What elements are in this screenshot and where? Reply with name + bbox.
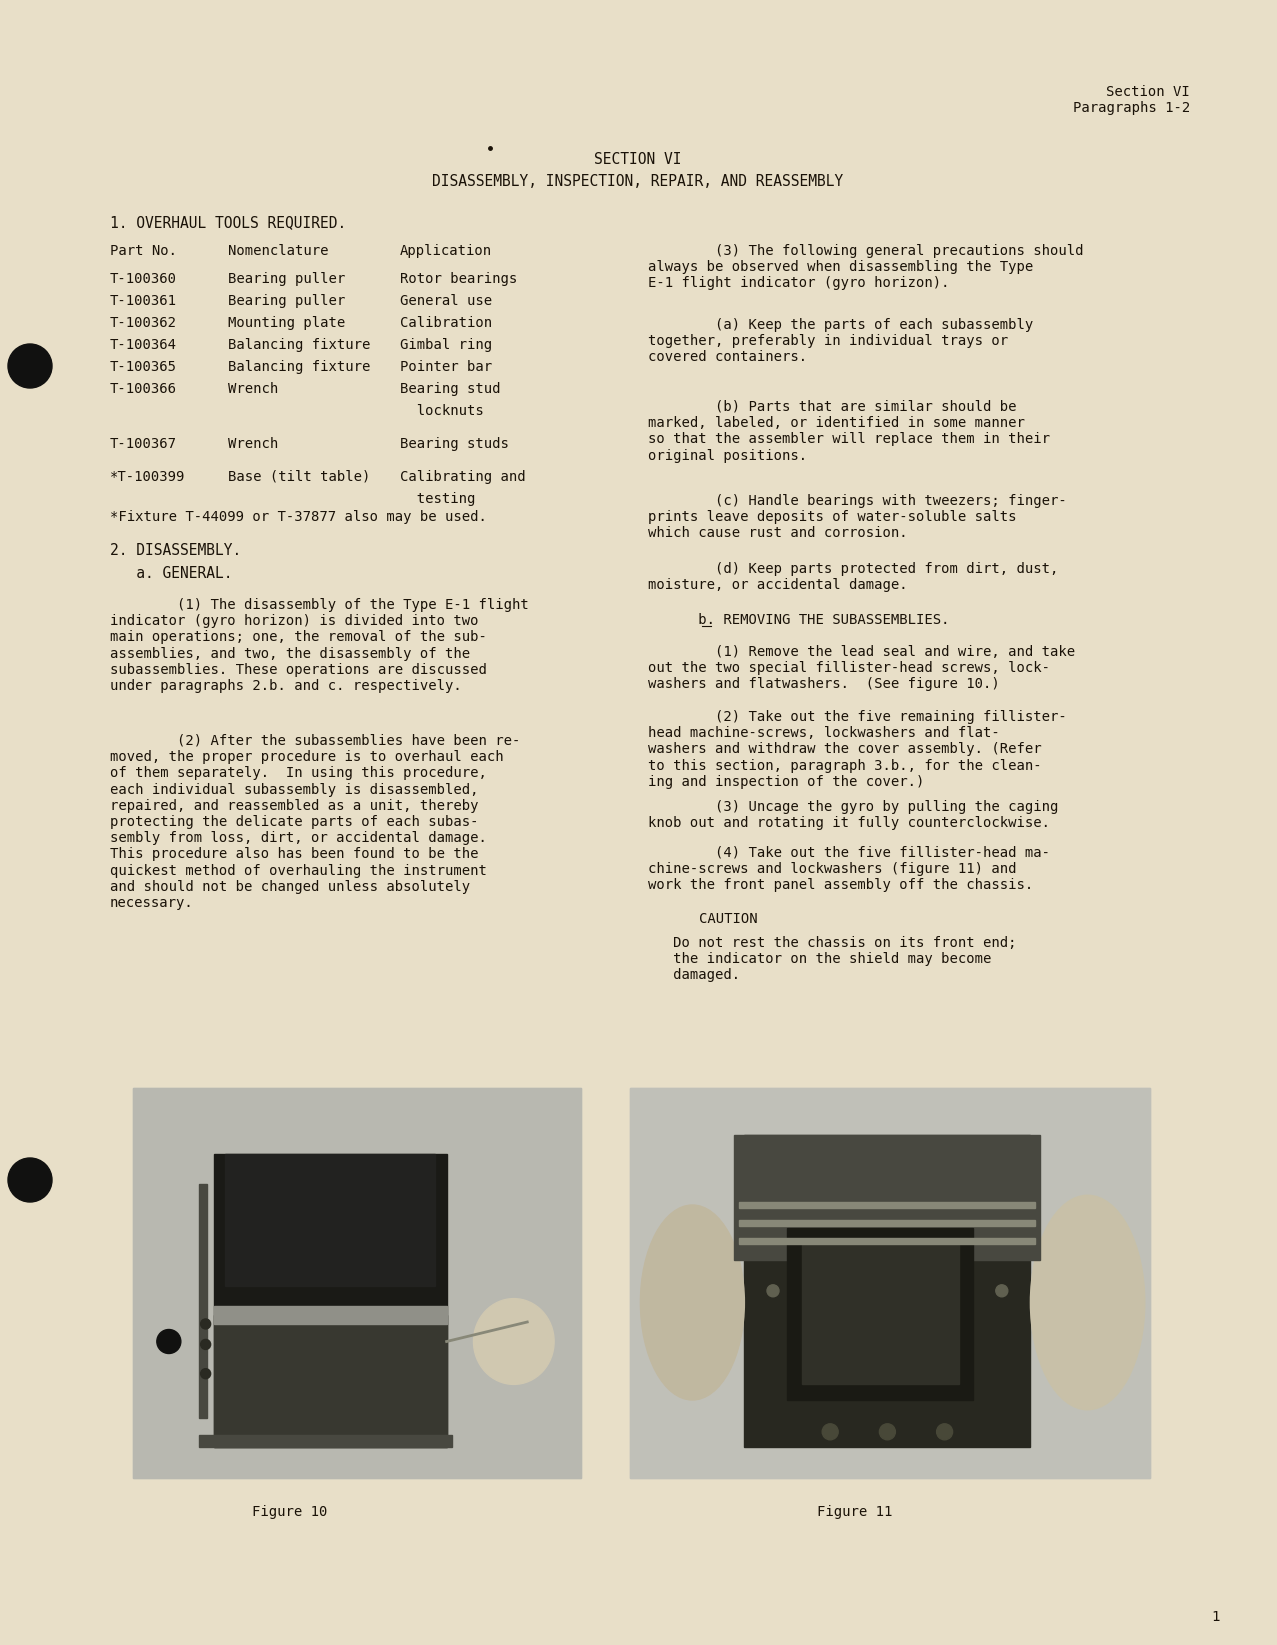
- Bar: [133, 1087, 581, 1477]
- Ellipse shape: [640, 1206, 744, 1400]
- Circle shape: [936, 1425, 953, 1439]
- Bar: [213, 1314, 447, 1448]
- Text: Balancing fixture: Balancing fixture: [229, 337, 370, 352]
- Text: Balancing fixture: Balancing fixture: [229, 360, 370, 373]
- Text: Section VI: Section VI: [1106, 86, 1190, 99]
- Text: Bearing studs: Bearing studs: [400, 438, 508, 451]
- Bar: [744, 1135, 1031, 1448]
- Bar: [734, 1135, 1041, 1260]
- Bar: [739, 1221, 1036, 1226]
- Bar: [788, 1229, 973, 1400]
- Text: (2) After the subassemblies have been re-
moved, the proper procedure is to over: (2) After the subassemblies have been re…: [110, 734, 520, 910]
- Text: (c) Handle bearings with tweezers; finger-
prints leave deposits of water-solubl: (c) Handle bearings with tweezers; finge…: [647, 494, 1066, 541]
- Text: Figure 10: Figure 10: [253, 1505, 328, 1518]
- Circle shape: [880, 1425, 895, 1439]
- Ellipse shape: [474, 1298, 554, 1385]
- Text: (4) Take out the five fillister-head ma-
chine-screws and lockwashers (figure 11: (4) Take out the five fillister-head ma-…: [647, 846, 1050, 892]
- Text: Figure 11: Figure 11: [817, 1505, 893, 1518]
- Text: T-100362: T-100362: [110, 316, 178, 331]
- Text: T-100360: T-100360: [110, 271, 178, 286]
- Text: Calibrating and: Calibrating and: [400, 470, 526, 484]
- Text: testing: testing: [400, 492, 475, 507]
- Text: (b) Parts that are similar should be
marked, labeled, or identified in some mann: (b) Parts that are similar should be mar…: [647, 400, 1050, 462]
- Text: Mounting plate: Mounting plate: [229, 316, 345, 331]
- Text: Wrench: Wrench: [229, 382, 278, 396]
- Ellipse shape: [1031, 1196, 1144, 1410]
- Text: T-100365: T-100365: [110, 360, 178, 373]
- Text: a. GENERAL.: a. GENERAL.: [110, 566, 232, 581]
- Bar: [213, 1155, 447, 1448]
- Text: CAUTION: CAUTION: [699, 911, 757, 926]
- Bar: [199, 1183, 207, 1418]
- Text: 1. OVERHAUL TOOLS REQUIRED.: 1. OVERHAUL TOOLS REQUIRED.: [110, 215, 346, 230]
- Text: T-100367: T-100367: [110, 438, 178, 451]
- Text: Wrench: Wrench: [229, 438, 278, 451]
- Text: Rotor bearings: Rotor bearings: [400, 271, 517, 286]
- Circle shape: [8, 1158, 52, 1202]
- Circle shape: [200, 1369, 211, 1379]
- Bar: [199, 1434, 452, 1448]
- Text: *T-100399: *T-100399: [110, 470, 185, 484]
- Text: Bearing puller: Bearing puller: [229, 294, 345, 308]
- Bar: [133, 1087, 581, 1477]
- Text: (1) The disassembly of the Type E-1 flight
indicator (gyro horizon) is divided i: (1) The disassembly of the Type E-1 flig…: [110, 599, 529, 693]
- Text: Part No.: Part No.: [110, 243, 178, 258]
- Text: (3) The following general precautions should
always be observed when disassembli: (3) The following general precautions sh…: [647, 243, 1083, 291]
- Text: b. REMOVING THE SUBASSEMBLIES.: b. REMOVING THE SUBASSEMBLIES.: [647, 614, 950, 627]
- Circle shape: [767, 1285, 779, 1296]
- Circle shape: [157, 1329, 181, 1354]
- Text: T-100361: T-100361: [110, 294, 178, 308]
- Text: (1) Remove the lead seal and wire, and take
out the two special fillister-head s: (1) Remove the lead seal and wire, and t…: [647, 645, 1075, 691]
- Text: Paragraphs 1-2: Paragraphs 1-2: [1073, 100, 1190, 115]
- Text: General use: General use: [400, 294, 492, 308]
- Bar: [630, 1087, 1151, 1477]
- Text: Bearing puller: Bearing puller: [229, 271, 345, 286]
- Circle shape: [822, 1425, 838, 1439]
- Text: 2. DISASSEMBLY.: 2. DISASSEMBLY.: [110, 543, 241, 558]
- Text: (2) Take out the five remaining fillister-
head machine-screws, lockwashers and : (2) Take out the five remaining filliste…: [647, 711, 1066, 790]
- Bar: [225, 1155, 435, 1286]
- Text: Application: Application: [400, 243, 492, 258]
- Circle shape: [200, 1339, 211, 1349]
- Text: T-100364: T-100364: [110, 337, 178, 352]
- Text: Do not rest the chassis on its front end;
   the indicator on the shield may bec: Do not rest the chassis on its front end…: [647, 936, 1016, 982]
- Circle shape: [200, 1319, 211, 1329]
- Text: locknuts: locknuts: [400, 405, 484, 418]
- Text: T-100366: T-100366: [110, 382, 178, 396]
- Bar: [739, 1202, 1036, 1207]
- Text: (d) Keep parts protected from dirt, dust,
moisture, or accidental damage.: (d) Keep parts protected from dirt, dust…: [647, 563, 1059, 592]
- Circle shape: [8, 344, 52, 388]
- Text: DISASSEMBLY, INSPECTION, REPAIR, AND REASSEMBLY: DISASSEMBLY, INSPECTION, REPAIR, AND REA…: [433, 174, 844, 189]
- Circle shape: [996, 1285, 1008, 1296]
- Text: Base (tilt table): Base (tilt table): [229, 470, 370, 484]
- Text: Nomenclature: Nomenclature: [229, 243, 328, 258]
- Text: Pointer bar: Pointer bar: [400, 360, 492, 373]
- Text: Calibration: Calibration: [400, 316, 492, 331]
- Bar: [213, 1306, 447, 1324]
- Text: SECTION VI: SECTION VI: [594, 151, 682, 168]
- Bar: [630, 1087, 1151, 1477]
- Bar: [802, 1244, 959, 1385]
- Bar: [739, 1239, 1036, 1244]
- Text: Gimbal ring: Gimbal ring: [400, 337, 492, 352]
- Text: (a) Keep the parts of each subassembly
together, preferably in individual trays : (a) Keep the parts of each subassembly t…: [647, 317, 1033, 365]
- Text: *Fixture T-44099 or T-37877 also may be used.: *Fixture T-44099 or T-37877 also may be …: [110, 510, 487, 525]
- Text: 1: 1: [1212, 1610, 1220, 1624]
- Text: (3) Uncage the gyro by pulling the caging
knob out and rotating it fully counter: (3) Uncage the gyro by pulling the cagin…: [647, 799, 1059, 831]
- Text: Bearing stud: Bearing stud: [400, 382, 501, 396]
